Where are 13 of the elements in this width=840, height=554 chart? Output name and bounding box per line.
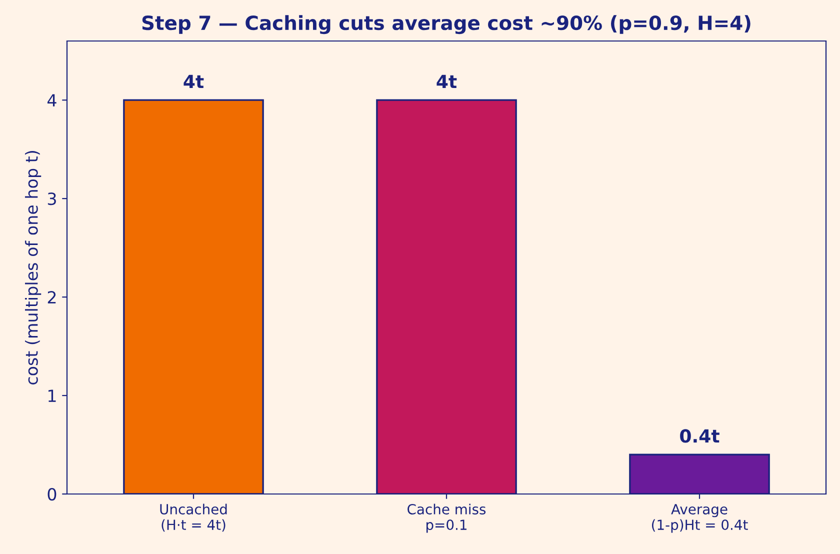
x-tick-label: Average (1-p)Ht = 0.4t (652, 504, 748, 533)
data-label: 0.4t (680, 429, 720, 443)
data-label: 4t (184, 74, 204, 88)
y-tick-label: 0 (48, 488, 56, 501)
x-tick-label: Uncached (H·t = 4t) (160, 504, 227, 532)
data-label: 4t (436, 74, 457, 88)
y-tick-label: 1 (48, 390, 56, 402)
y-tick-label: 3 (48, 192, 56, 206)
y-tick-label: 4 (47, 94, 56, 106)
chart-title: Step 7 — Caching cuts average cost ~90% (p=0.9, H=4) (142, 15, 750, 34)
y-tick-label: 2 (48, 291, 56, 304)
x-tick-label: Cache miss p=0.1 (408, 504, 486, 533)
y-axis-title: cost (multiples of one hop t) (24, 151, 42, 384)
